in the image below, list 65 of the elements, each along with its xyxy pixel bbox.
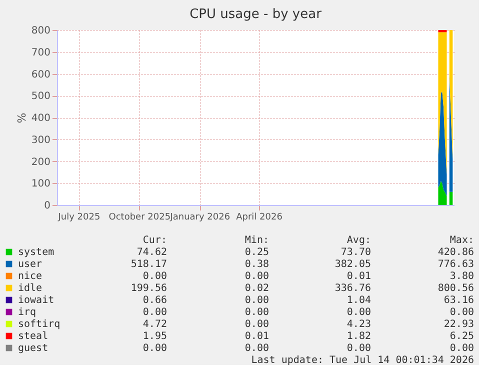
text: 776.63 bbox=[438, 259, 474, 270]
text: 0.00 bbox=[450, 343, 474, 354]
legend-label: guest bbox=[18, 343, 48, 354]
legend-label: nice bbox=[18, 271, 42, 282]
y-tick-label: 500 bbox=[31, 91, 50, 102]
text: 0.00 bbox=[346, 307, 371, 318]
text: 0.01 bbox=[346, 271, 371, 282]
legend-label: softirq bbox=[18, 319, 60, 330]
text: 518.17 bbox=[130, 259, 167, 270]
text: 73.70 bbox=[340, 247, 371, 258]
text: 382.05 bbox=[334, 259, 371, 270]
text: 6.25 bbox=[450, 331, 474, 342]
text: 1.04 bbox=[346, 295, 371, 306]
text: 63.16 bbox=[444, 295, 474, 306]
text: Last update: Tue Jul 14 00:01:34 2026 bbox=[251, 355, 474, 366]
text: Min: bbox=[244, 235, 269, 246]
text: 0.00 bbox=[244, 319, 269, 330]
legend-label: system bbox=[18, 247, 54, 258]
text: 0.00 bbox=[142, 271, 167, 282]
text: 0.66 bbox=[142, 295, 167, 306]
y-tick-label: 800 bbox=[31, 26, 50, 36]
y-tick-label: 200 bbox=[31, 156, 50, 168]
y-axis-title: % bbox=[15, 112, 28, 124]
text: 3.80 bbox=[450, 271, 474, 282]
text: 0.00 bbox=[346, 343, 371, 354]
text: Cur: bbox=[142, 235, 167, 246]
y-tick-label: 0 bbox=[44, 200, 50, 212]
text: 0.25 bbox=[244, 247, 269, 258]
text: 1.82 bbox=[346, 331, 371, 342]
x-tick-label: July 2025 bbox=[57, 212, 100, 222]
legend-label: iowait bbox=[18, 295, 54, 306]
y-tick-label: 600 bbox=[31, 69, 50, 80]
text: 0.00 bbox=[244, 343, 269, 354]
y-tick-label: 100 bbox=[31, 178, 50, 190]
text: 4.23 bbox=[346, 319, 371, 330]
text: 0.00 bbox=[244, 307, 269, 318]
legend-label: idle bbox=[18, 283, 42, 294]
legend-label: steal bbox=[18, 331, 48, 342]
x-tick-label: January 2026 bbox=[169, 212, 230, 222]
y-tick-label: 400 bbox=[31, 113, 50, 124]
text: 0.38 bbox=[244, 259, 269, 270]
legend-label: user bbox=[18, 259, 42, 270]
legend-label: irq bbox=[18, 307, 36, 318]
text: 0.00 bbox=[142, 307, 167, 318]
text: 336.76 bbox=[334, 283, 371, 294]
text: 800.56 bbox=[438, 283, 474, 294]
y-tick-label: 700 bbox=[31, 47, 50, 58]
text: 0.00 bbox=[244, 271, 269, 282]
x-tick-label: April 2026 bbox=[236, 212, 283, 222]
chart-title: CPU usage - by year bbox=[190, 7, 322, 22]
text: 74.62 bbox=[136, 247, 167, 258]
text: 0.01 bbox=[244, 331, 269, 342]
text: 420.86 bbox=[438, 247, 474, 258]
text: 4.72 bbox=[142, 319, 167, 330]
text: Max: bbox=[450, 235, 474, 246]
text: 0.00 bbox=[142, 343, 167, 354]
text: 0.00 bbox=[450, 307, 474, 318]
text: 22.93 bbox=[444, 319, 474, 330]
text: 199.56 bbox=[130, 283, 167, 294]
x-tick-label: October 2025 bbox=[108, 212, 171, 222]
y-tick-label: 300 bbox=[31, 134, 50, 146]
text: 1.95 bbox=[142, 331, 167, 342]
text: 0.00 bbox=[244, 295, 269, 306]
text: Avg: bbox=[346, 235, 371, 246]
text: 0.02 bbox=[244, 283, 269, 294]
